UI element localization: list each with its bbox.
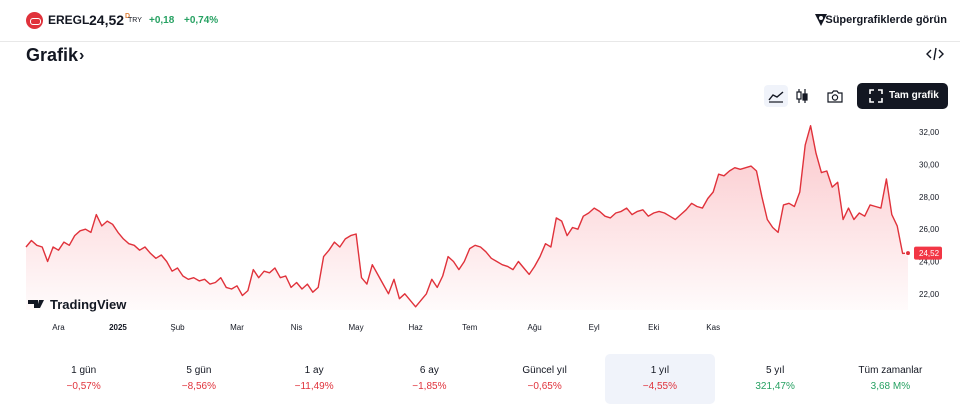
- range-item[interactable]: Tüm zamanlar 3,68 M%: [835, 354, 945, 404]
- price-change: +0,18: [149, 15, 175, 26]
- area-chart-button[interactable]: [764, 85, 788, 107]
- symbol-name[interactable]: EREGL: [48, 13, 90, 27]
- full-chart-button[interactable]: Tam grafik: [857, 83, 948, 109]
- range-change: −8,56%: [181, 381, 216, 392]
- x-tick-label: Ara: [52, 323, 65, 332]
- screenshot-button[interactable]: [823, 85, 847, 107]
- y-tick-label: 24,00: [919, 258, 940, 267]
- y-tick-label: 22,00: [919, 290, 940, 299]
- range-change: −0,57%: [66, 381, 101, 392]
- x-tick-label: Eyl: [589, 323, 600, 332]
- range-change: −11,49%: [294, 381, 334, 392]
- x-tick-label: Ağu: [528, 323, 542, 332]
- range-change: −0,65%: [527, 381, 562, 392]
- supercharts-icon[interactable]: [813, 12, 829, 28]
- candlestick-button[interactable]: [790, 85, 814, 107]
- x-tick-label: 2025: [109, 323, 127, 332]
- chevron-right-icon[interactable]: ›: [79, 47, 85, 64]
- price-area-fill: [26, 125, 908, 310]
- last-price: 24,52D: [89, 12, 131, 28]
- x-tick-label: Haz: [408, 323, 422, 332]
- range-item[interactable]: 1 yıl −4,55%: [604, 354, 715, 404]
- range-item[interactable]: 6 ay −1,85%: [374, 354, 484, 404]
- supercharts-link[interactable]: Süpergrafiklerde görün: [825, 14, 947, 26]
- x-tick-label: Mar: [230, 323, 244, 332]
- watermark-label: TradingView: [50, 297, 127, 312]
- x-tick-label: Nis: [291, 323, 303, 332]
- company-logo-icon: [26, 12, 43, 29]
- range-label: Tüm zamanlar: [858, 365, 923, 376]
- range-item[interactable]: Güncel yıl −0,65%: [490, 354, 600, 404]
- y-tick-label: 30,00: [919, 161, 940, 170]
- time-range-selector: 1 gün −0,57% 5 gün −8,56% 1 ay −11,49% 6 ay −1,…: [26, 354, 948, 404]
- section-title[interactable]: Grafik: [26, 45, 79, 65]
- symbol-header: EREGL 24,52D TRY +0,18 +0,74% Süpergrafi…: [0, 0, 960, 42]
- y-tick-label: 32,00: [919, 128, 940, 137]
- range-change: 321,47%: [755, 381, 795, 392]
- fullscreen-icon: [869, 89, 883, 103]
- price-marker: D: [125, 13, 131, 20]
- price-line: [25, 125, 909, 308]
- x-tick-label: Eki: [648, 323, 659, 332]
- x-tick-label: Tem: [462, 323, 477, 332]
- x-tick-label: May: [349, 323, 364, 332]
- candlestick-icon: [796, 89, 808, 103]
- last-price-dot: [905, 250, 911, 257]
- range-item[interactable]: 5 gün −8,56%: [144, 354, 254, 404]
- camera-icon: [827, 90, 843, 103]
- price-change-percent: +0,74%: [184, 15, 219, 26]
- range-label: 5 yıl: [765, 365, 785, 376]
- range-change: −1,85%: [412, 381, 447, 392]
- y-tick-label: 26,00: [919, 225, 940, 234]
- range-item[interactable]: 1 ay −11,49%: [259, 354, 369, 404]
- last-price-tag: 24,52: [914, 246, 942, 260]
- range-item[interactable]: 5 yıl 321,47%: [720, 354, 830, 404]
- tradingview-watermark: TradingView: [28, 297, 127, 312]
- price-chart[interactable]: 22,00 24,00 26,00 28,00 30,00 32,00 24,52 Ara…: [0, 110, 960, 340]
- range-label: Güncel yıl: [522, 365, 567, 376]
- currency-label: TRY: [128, 17, 142, 24]
- x-tick-label: Kas: [706, 323, 720, 332]
- range-label: 1 yıl: [650, 365, 670, 376]
- range-label: 5 gün: [186, 365, 212, 376]
- range-change: 3,68 M%: [870, 381, 911, 392]
- range-change: −4,55%: [642, 381, 677, 392]
- y-tick-label: 28,00: [919, 193, 940, 202]
- range-label: 1 ay: [304, 365, 324, 376]
- area-chart-icon: [768, 91, 784, 103]
- last-price-tag-label: 24,52: [919, 249, 940, 258]
- range-label: 6 ay: [419, 365, 439, 376]
- range-label: 1 gün: [71, 365, 97, 376]
- x-tick-label: Şub: [170, 323, 185, 332]
- range-item[interactable]: 1 gün −0,57%: [29, 354, 139, 404]
- embed-code-icon[interactable]: [926, 46, 944, 62]
- full-chart-label: Tam grafik: [889, 90, 939, 101]
